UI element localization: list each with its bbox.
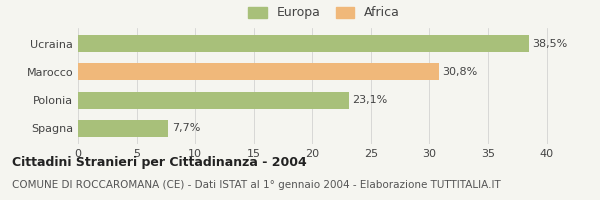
Text: 7,7%: 7,7%	[172, 123, 200, 133]
Legend: Europa, Africa: Europa, Africa	[248, 6, 400, 19]
Text: COMUNE DI ROCCAROMANA (CE) - Dati ISTAT al 1° gennaio 2004 - Elaborazione TUTTIT: COMUNE DI ROCCAROMANA (CE) - Dati ISTAT …	[12, 180, 501, 190]
Bar	[78, 120, 168, 137]
Bar	[78, 35, 529, 52]
Bar	[78, 92, 349, 109]
Text: 38,5%: 38,5%	[533, 39, 568, 49]
Text: 23,1%: 23,1%	[352, 95, 388, 105]
Text: 30,8%: 30,8%	[442, 67, 478, 77]
Text: Cittadini Stranieri per Cittadinanza - 2004: Cittadini Stranieri per Cittadinanza - 2…	[12, 156, 307, 169]
Bar	[78, 63, 439, 80]
